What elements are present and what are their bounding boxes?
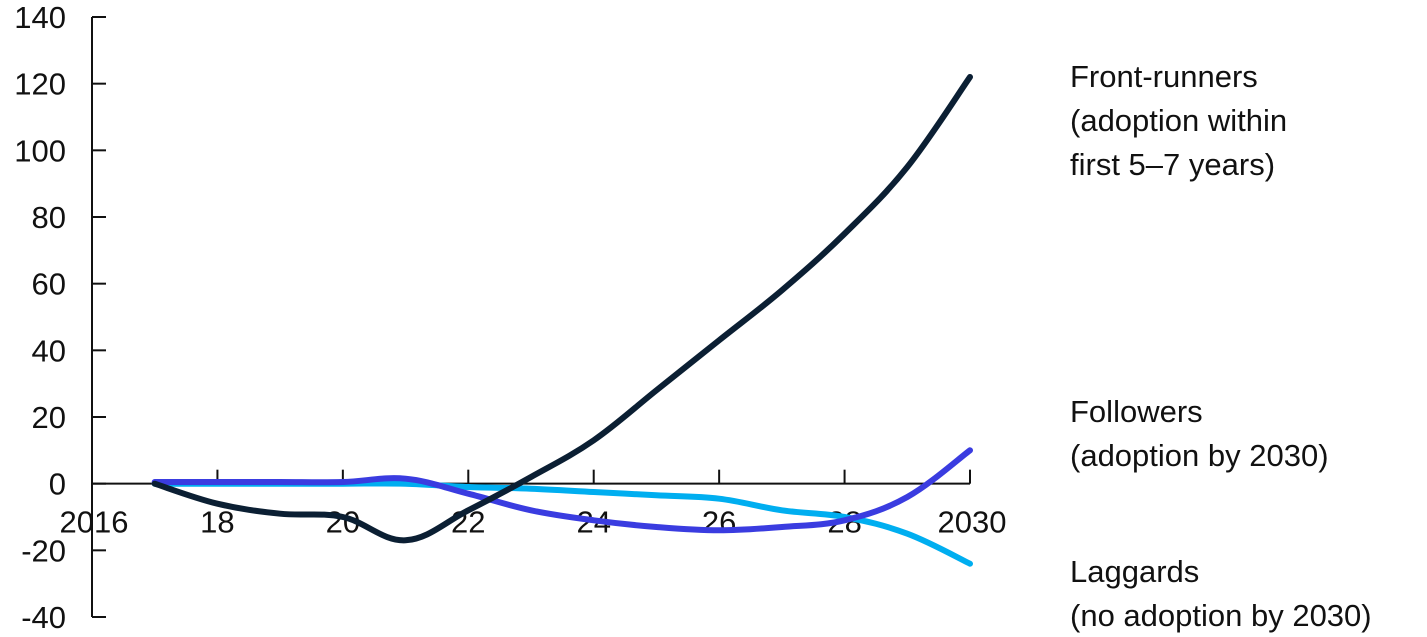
series-labels: Front-runners (adoption within first 5–7 y… [1070,59,1372,633]
series-line-front-runners [151,74,973,544]
series-label-line: first 5–7 years) [1070,147,1275,182]
series-label-followers: Followers (adoption by 2030) [1070,394,1329,473]
series-label-front-runners: Front-runners (adoption within first 5–7 y… [1070,59,1287,182]
series-label-line: (adoption within [1070,103,1287,138]
series-label-line: Front-runners [1070,59,1258,94]
x-tick-label: 18 [200,505,234,540]
series-layer [151,74,973,567]
series-label-line: (adoption by 2030) [1070,438,1329,473]
y-tick-label: -40 [21,600,66,635]
series-line-followers [151,447,973,534]
y-tick-label: 120 [14,67,66,102]
y-tick-label: 40 [32,333,66,368]
series-label-line: Followers [1070,394,1203,429]
y-tick-label: 80 [32,200,66,235]
y-tick-label: 140 [14,0,66,35]
y-ticks: 140 120 100 80 60 40 20 0 -20 -40 [14,0,106,635]
y-tick-label: 60 [32,267,66,302]
y-tick-label: 0 [49,467,66,502]
series-label-line: Laggards [1070,554,1199,589]
x-tick-label: 26 [702,505,736,540]
x-tick-label: 2030 [938,505,1007,540]
x-tick-label: 2016 [60,505,129,540]
y-tick-label: 20 [32,400,66,435]
y-tick-label: -20 [21,533,66,568]
series-label-line: (no adoption by 2030) [1070,598,1372,633]
y-tick-label: 100 [14,133,66,168]
series-label-laggards: Laggards (no adoption by 2030) [1070,554,1372,633]
